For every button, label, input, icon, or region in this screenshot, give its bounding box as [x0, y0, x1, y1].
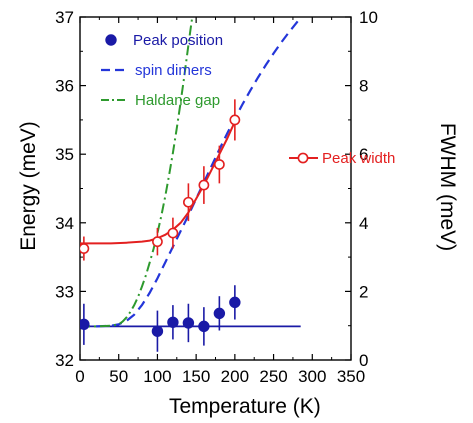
legend-peak-width-marker [297, 152, 309, 164]
x-tick-label: 50 [109, 367, 128, 386]
x-tick-label: 100 [143, 367, 171, 386]
legend-spin-dimers-label: spin dimers [135, 62, 212, 79]
peak-position-point [229, 296, 241, 309]
peak-position-point [151, 325, 164, 337]
y-right-tick-label: 0 [359, 351, 368, 370]
y-right-tick-label: 4 [359, 214, 368, 233]
peak-width-point [229, 114, 241, 126]
y-left-tick-label: 37 [55, 8, 74, 27]
y-left-tick-label: 33 [55, 282, 74, 301]
plot-area [80, 17, 302, 352]
peak-width-point [80, 243, 90, 254]
y-right-tick-label: 6 [359, 145, 368, 164]
y-left-tick-label: 36 [55, 77, 74, 96]
peak-width-point [182, 196, 194, 208]
legend-haldane-gap-label: Haldane gap [135, 92, 220, 109]
peak-position-point [213, 307, 226, 320]
x-tick-label: 350 [337, 367, 365, 386]
x-axis-title: Temperature (K) [169, 395, 321, 418]
peak-position-point [80, 318, 90, 331]
y-right-tick-label: 2 [359, 282, 368, 301]
x-tick-label: 250 [259, 367, 287, 386]
y-right-tick-label: 10 [359, 8, 378, 27]
legend-peak-position-label: Peak position [133, 32, 223, 49]
x-tick-label: 0 [75, 367, 84, 386]
peak-position-point [198, 320, 210, 333]
peak-position-point [167, 316, 179, 328]
x-tick-label: 200 [221, 367, 249, 386]
right-y-axis-title: FWHM (meV) [436, 122, 460, 252]
y-left-tick-label: 34 [55, 214, 74, 233]
haldane-gap-line [80, 17, 194, 328]
left-y-axis-title: Energy (meV) [16, 121, 40, 251]
peak-width-point [213, 159, 225, 170]
x-tick-label: 300 [298, 367, 326, 386]
legend-peak-width-label: Peak width [322, 150, 395, 167]
peak-width-point [198, 179, 210, 191]
peak-position-point [182, 317, 195, 329]
y-right-tick-label: 8 [359, 77, 368, 96]
peak-width-point [152, 236, 163, 248]
x-tick-label: 150 [182, 367, 210, 386]
plot-frame [79, 16, 352, 361]
legend-peak-position-marker [105, 34, 117, 46]
y-left-tick-label: 35 [55, 145, 74, 164]
peak-width-fit-line [80, 121, 236, 245]
peak-width-point [167, 227, 179, 239]
y-left-tick-label: 32 [55, 351, 74, 370]
